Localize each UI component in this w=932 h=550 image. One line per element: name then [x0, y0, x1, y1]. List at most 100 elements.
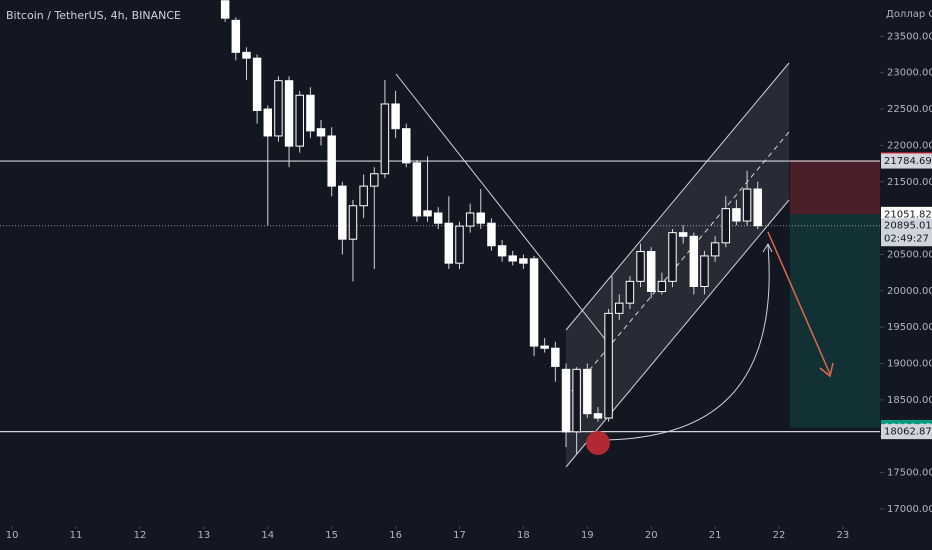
- candle-body: [710, 242, 720, 257]
- y-tick-label: 19500.00: [887, 322, 932, 333]
- drawings: [395, 62, 834, 468]
- candle-body: [423, 210, 432, 217]
- candle-body: [455, 225, 464, 264]
- candle-body: [689, 235, 699, 287]
- y-tick-label: 22000.00: [887, 140, 932, 151]
- candle-body: [242, 51, 251, 59]
- candle-body: [487, 222, 496, 247]
- candle-body: [348, 205, 358, 240]
- candle-body: [646, 251, 656, 293]
- candle-body: [497, 245, 507, 257]
- candle-body: [668, 232, 677, 282]
- y-tick-label: 22500.00: [887, 104, 932, 115]
- red-arrow: [767, 231, 831, 375]
- x-tick-label: 14: [261, 530, 274, 541]
- y-tick-label: 20000.00: [887, 286, 932, 297]
- y-tick-label: 19000.00: [887, 359, 932, 370]
- candle-body: [316, 128, 326, 137]
- candle-body: [231, 19, 241, 53]
- candle-body: [444, 222, 454, 264]
- y-tick-label: 17000.00: [887, 504, 932, 515]
- x-tick-label: 20: [645, 530, 658, 541]
- profit-zone: [790, 214, 880, 428]
- x-tick-label: 17: [453, 530, 466, 541]
- candle-body: [465, 212, 475, 227]
- x-tick-label: 13: [197, 530, 210, 541]
- candle-body: [433, 212, 443, 224]
- x-tick-label: 18: [517, 530, 530, 541]
- levels: [0, 160, 880, 433]
- candle-body: [508, 255, 517, 262]
- candle-body: [529, 258, 539, 347]
- candle-body: [572, 368, 581, 433]
- channel-mid: [565, 131, 790, 399]
- x-tick-label: 22: [773, 530, 786, 541]
- candle-body: [657, 280, 667, 293]
- price-tag: [881, 218, 932, 247]
- countdown: 02:49:27: [884, 234, 929, 245]
- candle-body: [263, 108, 273, 137]
- candle-body: [412, 162, 422, 217]
- candle-body: [519, 258, 528, 264]
- channel-lower: [565, 199, 790, 468]
- price-tag-label: 18062.87: [884, 427, 932, 438]
- x-tick-label: 12: [134, 530, 147, 541]
- y-tick-label: 18500.00: [887, 395, 932, 406]
- price-tag: [881, 424, 932, 440]
- candle-body: [370, 173, 379, 187]
- candle-body: [359, 185, 368, 207]
- price-tag-label: 20895.01: [884, 221, 932, 232]
- price-tag: [881, 153, 932, 169]
- price-tag-label: 21051.82: [884, 209, 932, 220]
- x-tick-label: 16: [389, 530, 402, 541]
- candle-body: [327, 135, 336, 187]
- candle-body: [252, 57, 262, 112]
- channel-upper: [565, 62, 790, 331]
- red-arrow-head: [819, 362, 834, 378]
- candle-body: [306, 94, 315, 132]
- candle-body: [338, 185, 347, 240]
- trend-line: [395, 73, 613, 349]
- chart-title: Bitcoin / TetherUS, 4h, BINANCE: [6, 9, 181, 22]
- candle-body: [540, 345, 549, 349]
- candle-body: [220, 0, 230, 19]
- candle-body: [615, 302, 624, 314]
- candle-body: [625, 280, 635, 304]
- candle-body: [476, 212, 486, 224]
- y-tick-label: 20500.00: [887, 249, 932, 260]
- axes: 17000.0017500.0018000.0018500.0019000.00…: [6, 31, 932, 541]
- y-tick-label: 17500.00: [887, 468, 932, 479]
- y-tick-label: 23000.00: [887, 68, 932, 79]
- loss-zone: [790, 160, 880, 215]
- y-tick-label: 23500.00: [887, 31, 932, 42]
- candle-body: [391, 103, 400, 130]
- candle-body: [700, 255, 709, 287]
- x-tick-label: 21: [709, 530, 722, 541]
- curve-arrow: [597, 244, 770, 441]
- candle-body: [295, 94, 304, 147]
- x-tick-label: 11: [70, 530, 83, 541]
- marker-circle: [586, 431, 610, 455]
- candle-body: [604, 312, 613, 419]
- x-tick-label: 23: [837, 530, 850, 541]
- candles: [220, 0, 762, 455]
- position-zones: [790, 160, 880, 428]
- price-tag: [881, 206, 932, 222]
- y-tick-label: 21500.00: [887, 177, 932, 188]
- x-tick-label: 10: [6, 530, 19, 541]
- candle-body: [636, 251, 645, 282]
- curve-arrow-head: [762, 242, 773, 253]
- candle-body: [721, 208, 731, 244]
- candle-body: [402, 128, 411, 164]
- candle-body: [380, 103, 390, 175]
- candle-body: [561, 368, 571, 433]
- candle-body: [551, 347, 560, 367]
- candle-body: [732, 208, 741, 222]
- price-tag-label: 21784.69: [884, 156, 932, 167]
- x-tick-label: 15: [325, 530, 338, 541]
- candle-body: [753, 188, 762, 227]
- candle-body: [284, 80, 294, 147]
- candle-body: [678, 232, 688, 237]
- candle-body: [274, 80, 283, 137]
